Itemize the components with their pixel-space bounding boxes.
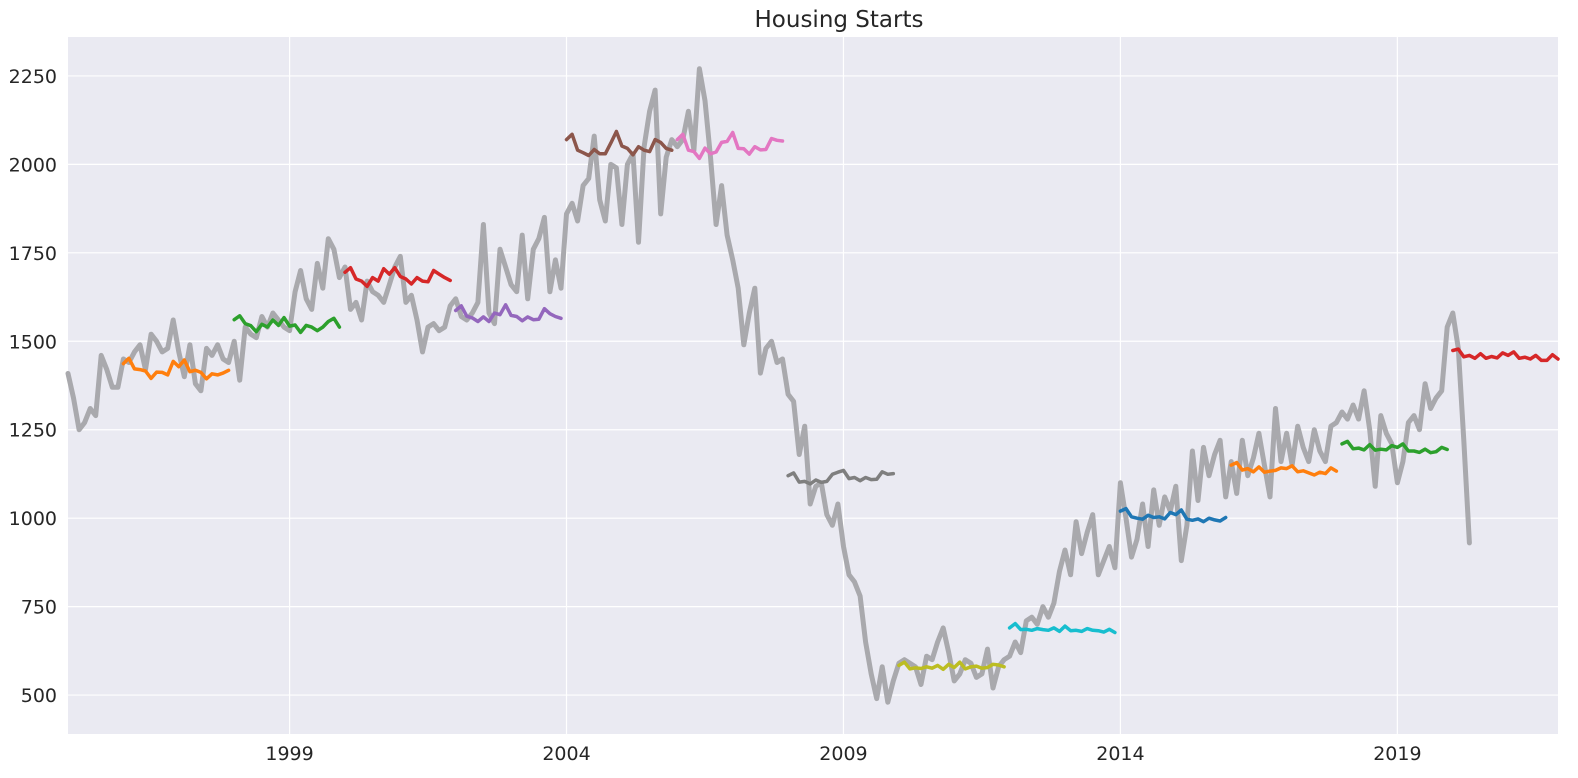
actual-series-line (65, 66, 1472, 705)
forecast-series-line (1451, 347, 1560, 363)
forecast-series (121, 129, 1560, 672)
y-tick-label: 2250 (9, 66, 57, 88)
forecast-series-line (786, 468, 896, 486)
forecast-series-line (1340, 439, 1449, 455)
x-tick-label: 2014 (1096, 743, 1144, 765)
y-tick-label: 2000 (9, 154, 57, 176)
x-tick-label: 1999 (265, 743, 313, 765)
y-tick-label: 1000 (9, 508, 57, 530)
forecast-series-line (897, 660, 1006, 672)
x-axis-tick-labels: 1999 2004 2009 2014 2019 (265, 743, 1421, 765)
plot-area (68, 37, 1558, 734)
forecast-series-line (1007, 621, 1117, 635)
forecast-series-line (232, 314, 342, 335)
forecast-series-line (1229, 460, 1339, 477)
forecast-series-line (343, 265, 452, 289)
y-tick-label: 1750 (9, 243, 57, 265)
y-tick-label: 500 (21, 685, 57, 707)
x-tick-label: 2019 (1373, 743, 1421, 765)
forecast-series-line (564, 129, 674, 158)
x-tick-label: 2004 (542, 743, 590, 765)
forecast-series-line (675, 130, 785, 161)
grid-lines (68, 37, 1558, 734)
forecast-series-line (1118, 506, 1228, 524)
actual-series (65, 66, 1472, 705)
y-tick-label: 1250 (9, 420, 57, 442)
y-axis-tick-labels: 500 750 1000 1250 1500 1750 2000 2250 (9, 66, 57, 707)
forecast-series-line (453, 303, 563, 324)
x-tick-label: 2009 (819, 743, 867, 765)
chart-title: Housing Starts (755, 7, 924, 33)
forecast-series-line (121, 356, 231, 381)
y-tick-label: 1500 (9, 331, 57, 353)
y-tick-label: 750 (21, 597, 57, 619)
